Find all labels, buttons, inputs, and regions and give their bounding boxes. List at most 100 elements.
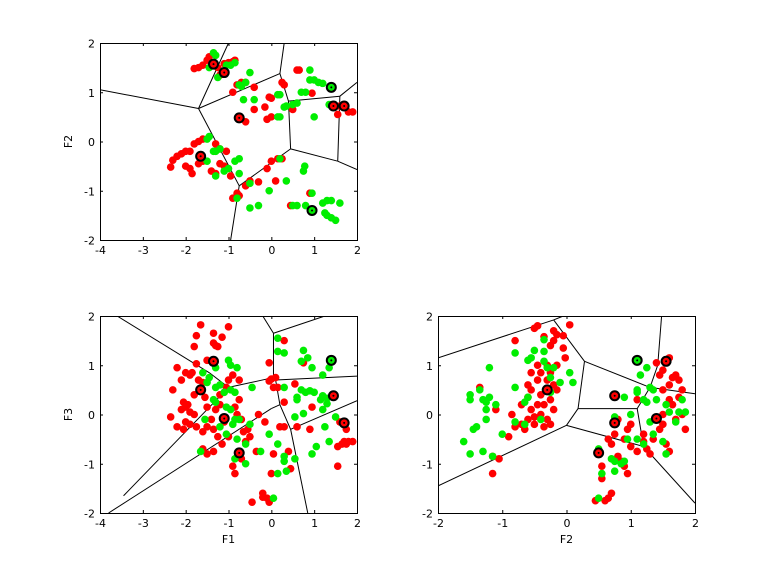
data-point-class-red: [177, 405, 186, 414]
data-point-class-red: [263, 164, 271, 173]
data-point-class-red: [265, 377, 273, 385]
data-point-class-green: [620, 393, 629, 402]
voronoi-edge: [273, 316, 326, 334]
data-point-class-green: [241, 78, 250, 87]
data-point-class-red: [267, 157, 276, 165]
data-point-class-green: [233, 194, 241, 202]
y-tick-label: -2: [422, 508, 433, 521]
x-tick-label: 0: [564, 517, 571, 530]
voronoi-edge: [275, 375, 357, 381]
data-point-class-red: [530, 420, 539, 429]
scatter-panel-f1-f3: -4 -3 -2 -1 0 1 2 -2 -1 0 1 2 F1 F3: [62, 311, 361, 547]
data-point-class-red: [607, 440, 616, 448]
data-point-class-red: [261, 418, 269, 426]
data-point-class-green: [222, 430, 231, 439]
data-point-class-green: [246, 420, 254, 429]
data-point-class-red: [333, 110, 342, 119]
data-point-class-green: [293, 395, 301, 404]
data-point-class-green: [276, 154, 284, 163]
data-point-class-green: [273, 334, 282, 342]
data-point-class-red: [527, 386, 535, 394]
data-point-class-green: [482, 415, 490, 424]
x-tick-label: -4: [95, 517, 106, 530]
data-point-class-red: [211, 405, 220, 414]
data-point-class-green: [308, 450, 316, 458]
data-point-class-green: [511, 418, 519, 426]
data-point-class-green: [301, 88, 310, 97]
data-point-class-red: [192, 423, 201, 431]
x-tick-label: -2: [181, 244, 192, 257]
data-point-class-red: [280, 81, 288, 89]
data-point-class-red: [192, 359, 201, 368]
data-point-class-green: [211, 398, 220, 406]
data-point-class-red: [190, 342, 199, 351]
data-point-class-green: [216, 145, 224, 153]
x-tick-label: -1: [224, 517, 235, 530]
data-point-class-red: [235, 376, 244, 384]
y-tick-label: -1: [422, 458, 433, 471]
data-point-class-red: [254, 178, 263, 186]
data-point-class-green: [293, 99, 301, 107]
data-point-class-green: [299, 346, 308, 355]
data-point-class-red: [559, 331, 568, 340]
data-point-class-green: [199, 368, 207, 377]
data-point-class-green: [276, 90, 284, 99]
data-point-class-green: [233, 435, 241, 443]
data-point-class-red: [269, 450, 278, 458]
data-point-class-green: [678, 395, 686, 404]
data-point-class-green: [520, 420, 529, 429]
data-point-class-red: [199, 427, 207, 436]
data-point-class-red: [553, 386, 561, 394]
data-point-class-green: [485, 393, 494, 402]
data-point-class-green: [652, 395, 661, 404]
centroid-dot: [199, 155, 202, 158]
data-point-class-green: [331, 413, 340, 421]
data-point-class-green: [598, 469, 606, 478]
data-point-class-red: [213, 342, 222, 351]
data-point-class-green: [325, 437, 333, 446]
data-point-class-red: [250, 83, 258, 92]
data-point-class-green: [241, 440, 250, 448]
centroid-dot: [332, 105, 335, 108]
data-point-class-red: [348, 108, 357, 116]
data-point-class-green: [469, 425, 478, 434]
data-point-class-red: [190, 64, 199, 73]
data-point-class-green: [224, 164, 233, 173]
data-point-class-green: [226, 361, 235, 370]
data-point-class-green: [485, 363, 494, 372]
data-point-class-red: [265, 358, 273, 367]
data-point-class-green: [308, 363, 316, 372]
data-point-class-green: [665, 408, 674, 416]
data-point-class-green: [280, 349, 288, 357]
y-tick-label: 1: [426, 360, 433, 373]
voronoi-edge: [566, 408, 579, 426]
data-point-class-red: [511, 336, 519, 345]
y-tick-label: 2: [88, 38, 95, 51]
data-point-class-red: [250, 105, 258, 114]
voronoi-edge: [198, 73, 281, 109]
voronoi-edge: [649, 386, 695, 395]
data-point-class-green: [282, 102, 291, 110]
data-point-class-green: [280, 383, 288, 392]
data-point-class-red: [639, 430, 648, 439]
data-point-class-green: [540, 335, 548, 344]
x-tick-label: -1: [224, 244, 235, 257]
data-point-class-red: [213, 432, 222, 441]
data-point-class-green: [643, 398, 651, 406]
data-point-class-red: [186, 371, 194, 379]
voronoi-edge: [649, 365, 659, 388]
data-point-class-green: [250, 95, 258, 104]
data-point-class-green: [466, 450, 474, 458]
data-point-class-red: [166, 163, 175, 171]
centroid-dot: [332, 394, 335, 397]
data-point-class-red: [601, 496, 609, 505]
y-tick-label: -1: [84, 185, 95, 198]
x-tick-label: -2: [433, 517, 444, 530]
data-point-class-green: [649, 430, 658, 439]
data-point-class-green: [308, 189, 316, 198]
centroid-dot: [330, 359, 333, 362]
data-point-class-red: [659, 386, 667, 394]
data-point-class-green: [549, 363, 558, 372]
data-point-class-red: [186, 420, 194, 429]
voronoi-edge: [337, 160, 357, 171]
